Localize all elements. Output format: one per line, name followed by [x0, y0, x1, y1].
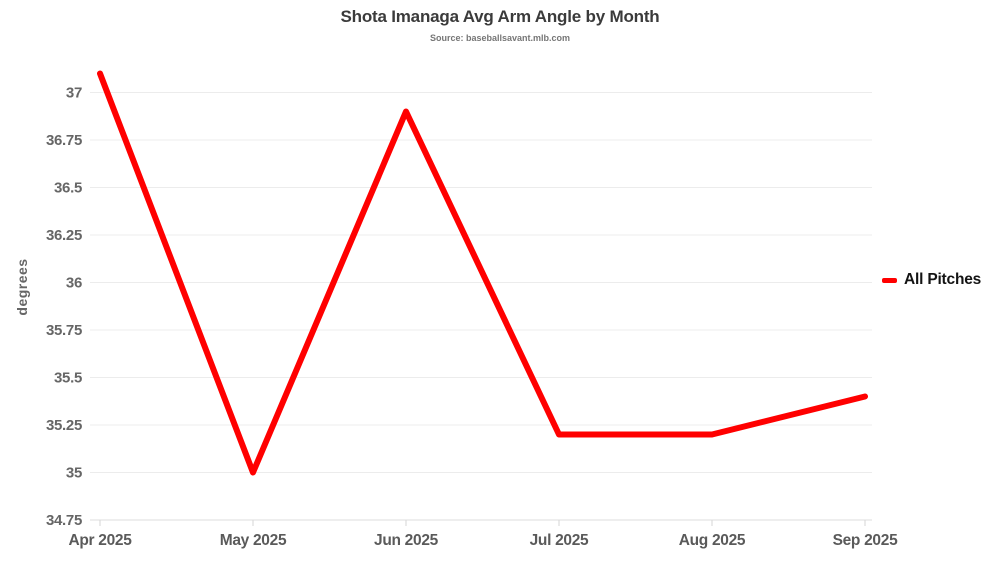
legend-swatch-icon [882, 277, 897, 283]
y-tick-label: 37 [66, 85, 82, 102]
legend: All Pitches [882, 271, 981, 289]
series-line-all-pitches [97, 70, 868, 476]
y-tick-label: 35 [66, 465, 82, 482]
y-tick-label: 36 [66, 275, 82, 292]
chart-subtitle: Source: baseballsavant.mlb.com [429, 33, 571, 43]
y-tick-label: 35.5 [54, 370, 82, 387]
x-tick-label: Jul 2025 [530, 532, 589, 549]
x-tick-label: May 2025 [220, 532, 287, 549]
x-tick-label: Apr 2025 [68, 532, 132, 549]
legend-label: All Pitches [904, 271, 982, 288]
x-tick-label: Aug 2025 [679, 532, 746, 549]
chart-title: Shota Imanaga Avg Arm Angle by Month [340, 7, 660, 26]
y-tick-label: 35.75 [46, 322, 82, 339]
y-tick-label: 36.25 [46, 227, 82, 244]
y-tick-label: 36.75 [46, 132, 82, 149]
y-tick-label: 34.75 [46, 512, 82, 529]
x-tick-label: Jun 2025 [374, 532, 439, 549]
y-tick-label: 35.25 [46, 417, 82, 434]
y-tick-label: 36.5 [54, 180, 82, 197]
x-tick-label: Sep 2025 [833, 532, 898, 549]
